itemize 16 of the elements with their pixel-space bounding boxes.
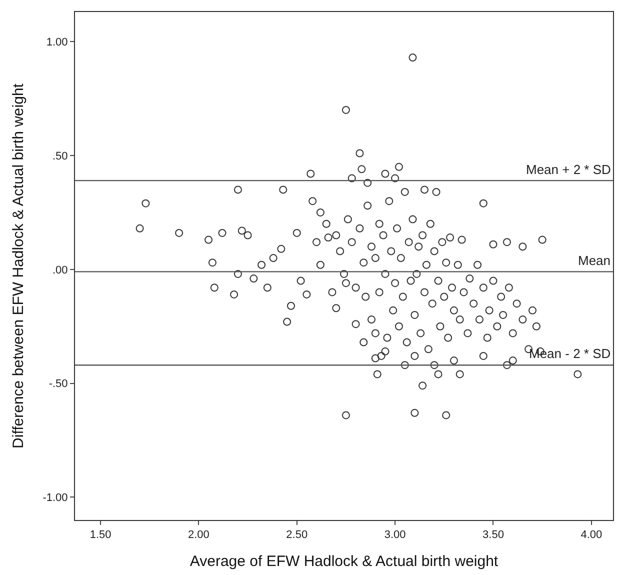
ref-line-label: Mean <box>578 253 611 268</box>
y-tick-label: -1.00 <box>42 492 68 504</box>
y-tick-label: -.50 <box>48 378 68 390</box>
y-tick-label: .00 <box>52 264 68 276</box>
x-tick-label: 4.00 <box>580 529 602 542</box>
y-tick-label: 1.00 <box>46 36 68 48</box>
y-tick-label: .50 <box>52 150 68 162</box>
x-axis-title: Average of EFW Hadlock & Actual birth weight <box>190 553 499 570</box>
x-tick-label: 2.50 <box>286 529 308 542</box>
ref-line-label: Mean - 2 * SD <box>529 346 611 361</box>
y-axis-title: Difference between EFW Hadlock & Actual birth weight <box>10 82 27 448</box>
ref-line-label: Mean + 2 * SD <box>526 162 611 177</box>
x-tick-label: 1.50 <box>90 529 112 542</box>
x-tick-label: 2.00 <box>188 529 210 542</box>
x-tick-label: 3.00 <box>384 529 406 542</box>
x-tick-label: 3.50 <box>482 529 504 542</box>
